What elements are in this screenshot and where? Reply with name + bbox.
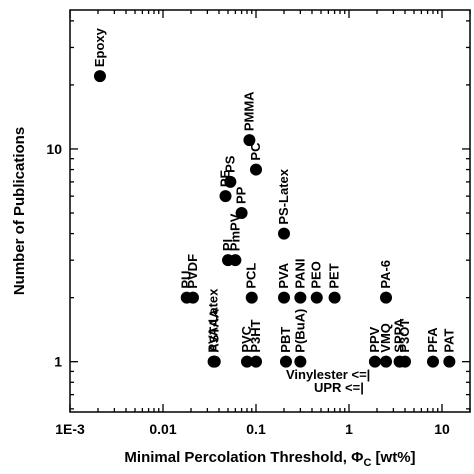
data-point-label: PVA-Latex (206, 288, 221, 353)
data-point (443, 355, 456, 368)
data-point (250, 163, 263, 176)
data-point-label: Epoxy (92, 27, 107, 67)
data-point (219, 190, 232, 203)
x-tick-label: 0.1 (246, 421, 266, 437)
data-point-label: PU (179, 271, 194, 289)
x-axis-title-symbol: Φ (351, 449, 363, 466)
data-point-label: PVDF (185, 254, 200, 289)
data-point (328, 291, 341, 304)
annotation-text: UPR <=| (314, 380, 364, 395)
data-point (186, 291, 199, 304)
data-point-label: PPV (367, 326, 382, 352)
data-point-label: P3OT (397, 319, 412, 353)
data-point-label: PCL (244, 263, 259, 289)
annotation-text: Vinylester <=| (286, 367, 370, 382)
data-point (245, 291, 258, 304)
x-tick-label: 0.01 (149, 421, 176, 437)
data-point-label: PA-6 (378, 260, 393, 289)
data-point-label: PS (222, 155, 237, 173)
data-point (93, 70, 106, 83)
data-point (208, 355, 221, 368)
y-axis-title: Number of Publications (11, 127, 28, 295)
data-point (398, 355, 411, 368)
x-axis-title-subscript: C (363, 457, 371, 469)
x-tick-label: 1 (345, 421, 353, 437)
data-point-label: PE (218, 169, 233, 187)
data-point-label: PP (234, 186, 249, 204)
data-point (243, 134, 256, 147)
data-point-label: PANI (292, 259, 307, 289)
data-point (368, 355, 381, 368)
data-point (279, 355, 292, 368)
axis-tick-labels: 1E-3 0.01 0.1 1 10 1 10 (46, 141, 450, 437)
data-point (277, 227, 290, 240)
data-point-label: PFA (425, 327, 440, 353)
data-point-label: PET (327, 263, 342, 288)
y-tick-label: 1 (54, 354, 62, 370)
data-point-label: SPPA (392, 318, 407, 353)
plot-frame (69, 9, 471, 413)
data-point (294, 291, 307, 304)
data-point (380, 291, 393, 304)
data-point-label: PBT (278, 327, 293, 353)
x-axis-title: Minimal Percolation Threshold, ΦC [wt%] (124, 449, 415, 469)
data-point (310, 291, 323, 304)
x-axis-title-main: Minimal Percolation Threshold, (124, 449, 351, 466)
data-point-label: P(BuA) (292, 309, 307, 353)
data-point-label: PI (220, 239, 235, 251)
data-point (240, 355, 253, 368)
data-point-label: PmPV (227, 213, 242, 251)
x-tick-label: 10 (434, 421, 450, 437)
data-point-label: PC (248, 142, 263, 161)
data-point (426, 355, 439, 368)
data-point-label: PVC (239, 325, 254, 352)
data-point (229, 254, 242, 267)
data-point (224, 175, 237, 188)
axis-ticks (69, 10, 471, 412)
annotations: Vinylester <=|UPR <=| (286, 367, 370, 395)
data-point-label: PMMA (241, 91, 256, 131)
x-tick-label: 1E-3 (55, 421, 85, 437)
data-point (277, 291, 290, 304)
data-point (235, 206, 248, 219)
x-axis-title-unit: [wt%] (371, 449, 415, 466)
data-points (93, 70, 456, 368)
data-point (294, 355, 307, 368)
data-point-label: PAT (441, 329, 456, 353)
data-point-label: VMQ (378, 323, 393, 353)
data-point-label: PEO (309, 261, 324, 288)
data-point-label: ASTAA (207, 308, 222, 352)
y-tick-label: 10 (46, 141, 62, 157)
data-point (250, 355, 263, 368)
data-point (380, 355, 393, 368)
data-point-label: P3HT (248, 319, 263, 352)
data-point-label: PS-Latex (276, 168, 291, 224)
data-point-label: PVA (276, 262, 291, 288)
